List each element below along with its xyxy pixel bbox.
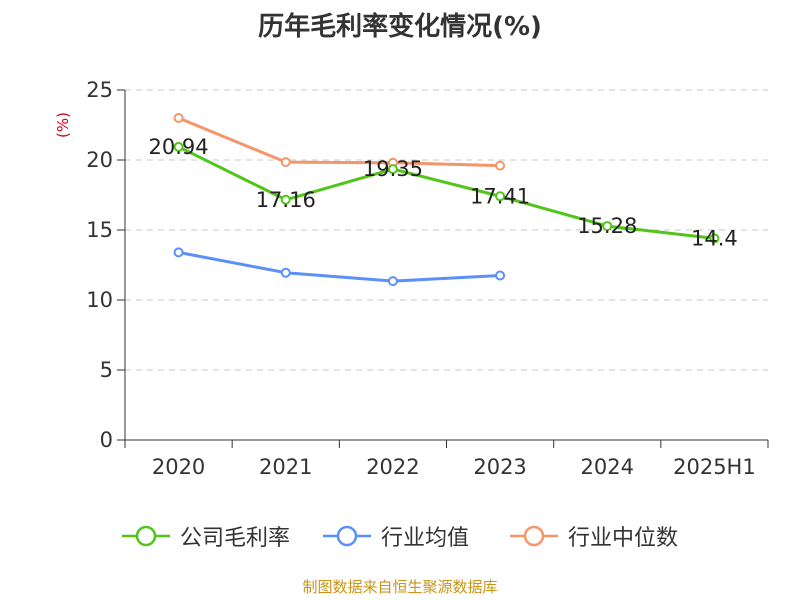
legend-label: 公司毛利率: [180, 526, 291, 551]
data-point: [495, 270, 506, 281]
x-tick-label: 2024: [581, 455, 634, 479]
y-tick-label: 10: [86, 288, 113, 312]
data-point: [280, 157, 291, 168]
legend-item[interactable]: 行业均值: [323, 518, 469, 554]
data-label: 19.35: [363, 157, 423, 181]
legend-marker-icon: [323, 525, 371, 547]
data-label: 17.41: [470, 184, 530, 208]
legend-marker-icon: [122, 525, 170, 547]
data-point: [602, 221, 613, 232]
legend-marker-icon: [510, 525, 558, 547]
x-tick-label: 2021: [259, 455, 312, 479]
y-tick-label: 25: [86, 78, 113, 102]
source-note: 制图数据来自恒生聚源数据库: [302, 578, 498, 596]
data-point: [280, 267, 291, 278]
series-line-1: [178, 250, 501, 283]
line-chart: 0 5 10 15 20 25 (%) 2020 2021 2022 2023 2024 2025H1 2…: [54, 78, 769, 479]
y-tick-label: 20: [86, 148, 113, 172]
data-point: [495, 160, 506, 171]
data-point: [173, 247, 184, 258]
series-line-2: [178, 116, 501, 168]
chart-title: 历年毛利率变化情况(%): [258, 12, 542, 42]
data-point: [173, 113, 184, 123]
data-label: 15.28: [577, 214, 637, 238]
data-label: 20.94: [149, 135, 209, 159]
data-point: [387, 276, 398, 287]
y-tick-label: 5: [100, 358, 113, 382]
series-line-0: [177, 145, 715, 240]
legend-label: 行业均值: [381, 526, 470, 551]
data-label: 14.4: [691, 226, 738, 250]
x-tick-label: 2022: [366, 455, 419, 479]
x-tick-label: 2023: [473, 455, 526, 479]
y-axis-label: (%): [54, 112, 72, 138]
legend: 公司毛利率 行业均值 行业中位数: [0, 518, 800, 554]
y-tick-label: 15: [86, 218, 113, 242]
data-point: [387, 164, 398, 175]
x-tick-label: 2020: [152, 455, 205, 479]
legend-label: 行业中位数: [568, 526, 679, 551]
legend-item[interactable]: 行业中位数: [510, 518, 678, 554]
data-label: 17.16: [256, 188, 316, 212]
data-point: [709, 233, 720, 244]
x-tick-label: 2025H1: [673, 455, 756, 479]
legend-item[interactable]: 公司毛利率: [122, 518, 290, 554]
data-point: [495, 191, 506, 202]
data-point: [280, 194, 291, 205]
y-tick-label: 0: [100, 428, 113, 452]
data-point: [173, 141, 184, 152]
